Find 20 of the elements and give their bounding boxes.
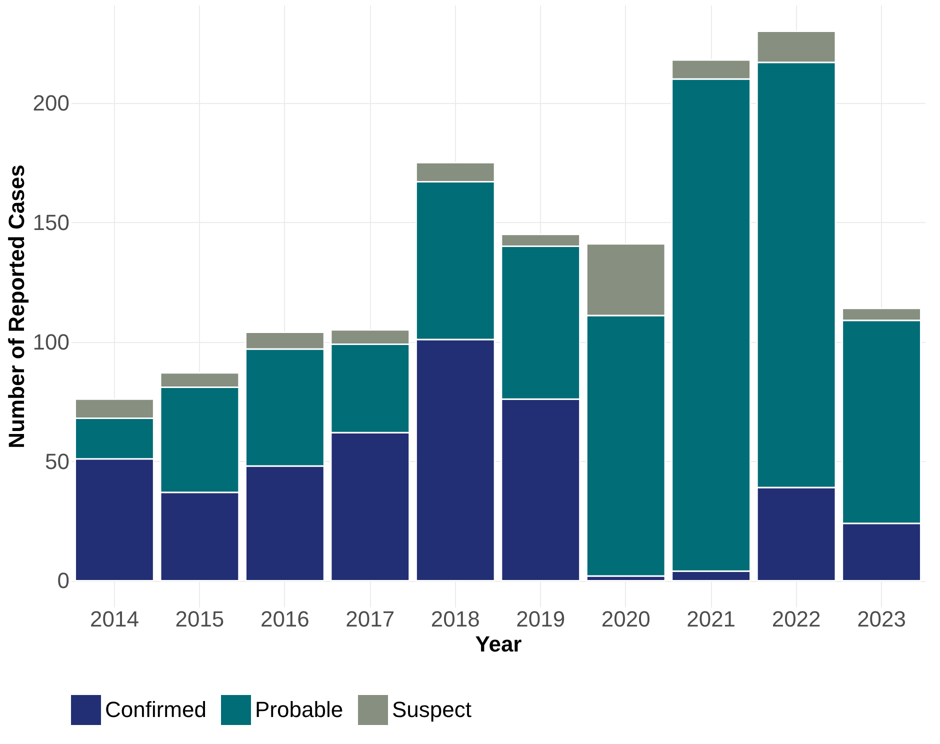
legend-label: Suspect <box>392 697 472 722</box>
y-tick-label: 50 <box>45 448 70 474</box>
x-tick-label: 2014 <box>90 606 139 632</box>
x-axis-title: Year <box>475 632 522 656</box>
x-tick-label: 2021 <box>686 606 736 632</box>
legend-label: Confirmed <box>105 697 206 722</box>
y-tick-label: 150 <box>32 210 70 235</box>
x-tick-label: 2023 <box>857 606 906 632</box>
y-tick-label: 200 <box>32 90 70 116</box>
x-tick-label: 2015 <box>175 606 224 632</box>
legend-label: Probable <box>255 697 344 722</box>
y-tick-label: 0 <box>57 568 70 594</box>
x-tick-label: 2019 <box>516 606 566 632</box>
y-tick-label: 100 <box>32 329 70 354</box>
x-tick-label: 2016 <box>260 606 310 632</box>
x-tick-label: 2022 <box>772 606 821 632</box>
y-axis-title: Number of Reported Cases <box>4 164 29 448</box>
x-tick-label: 2017 <box>346 606 395 632</box>
x-tick-label: 2020 <box>601 606 650 632</box>
x-tick-label: 2018 <box>430 606 480 632</box>
